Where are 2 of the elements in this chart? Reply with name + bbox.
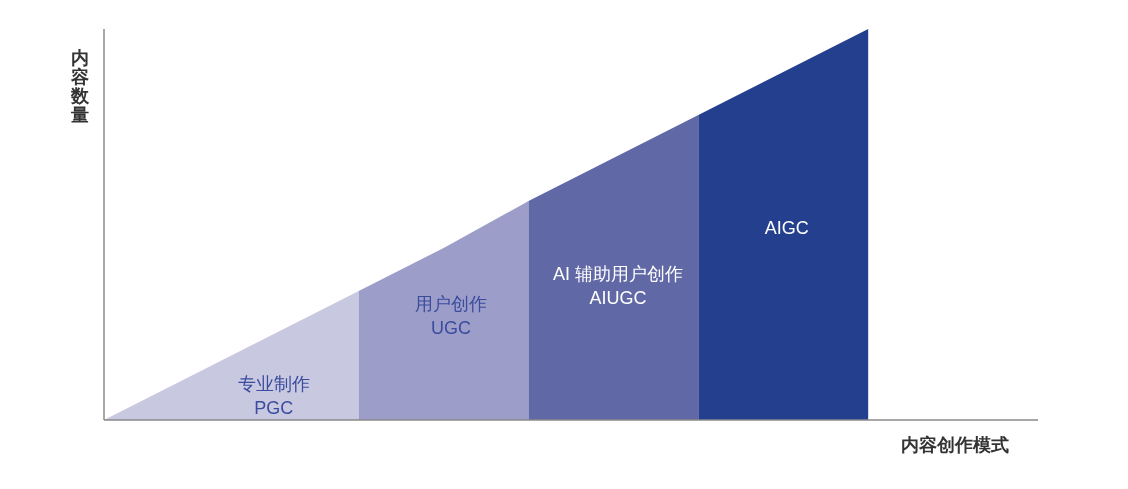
ylabel: 内容数量 <box>71 48 89 125</box>
xlabel: 内容创作模式 <box>901 435 1009 455</box>
